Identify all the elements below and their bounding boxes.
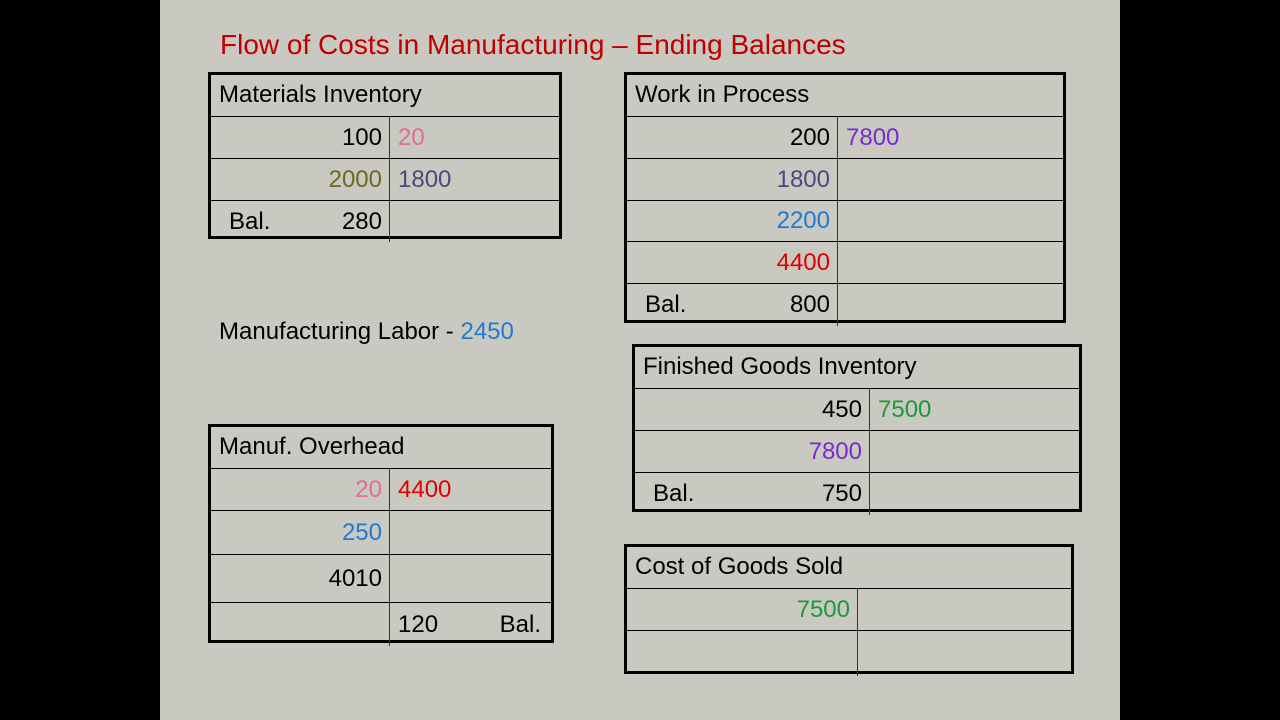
t-divider	[869, 473, 870, 515]
t-divider	[389, 603, 390, 646]
t-divider	[857, 589, 858, 630]
t-divider	[837, 117, 838, 158]
account-title: Finished Goods Inventory	[635, 347, 1079, 389]
t-divider	[869, 389, 870, 430]
account-row: Bal. 800	[627, 284, 1063, 326]
t-divider	[857, 631, 858, 676]
debit-amount: 800	[789, 291, 830, 318]
account-row: 250	[211, 511, 551, 555]
debit-amount: 1800	[776, 165, 830, 193]
account-row: 4400	[627, 242, 1063, 284]
account-row: 20 4400	[211, 469, 551, 511]
account-row: 2200	[627, 201, 1063, 242]
debit-amount: 250	[341, 518, 382, 546]
account-row: 4010	[211, 555, 551, 603]
debit-amount: 4400	[776, 248, 830, 276]
account-row: 100 20	[211, 117, 559, 159]
credit-amount: 120	[398, 610, 439, 638]
t-divider	[389, 469, 390, 510]
balance-label: Bal.	[653, 480, 695, 507]
account-title: Work in Process	[627, 75, 1063, 117]
balance-label: Bal.	[499, 610, 541, 638]
account-row: 2000 1800	[211, 159, 559, 201]
account-row: 7500	[627, 589, 1071, 631]
t-divider	[837, 242, 838, 283]
finished-goods-inventory-t-account: Finished Goods Inventory 450 7500 7800 Bal. 7…	[632, 344, 1082, 515]
debit-amount: 2000	[328, 165, 382, 193]
t-divider	[389, 511, 390, 554]
debit-amount: 2200	[776, 207, 830, 234]
credit-amount: 4400	[398, 475, 452, 503]
materials-inventory-t-account: Materials Inventory 100 20 2000 1800 Bal. 280	[208, 72, 562, 242]
slide	[160, 0, 1120, 720]
account-row: 1800	[627, 159, 1063, 201]
debit-amount: 4010	[328, 564, 382, 592]
account-row: Bal. 280	[211, 201, 559, 242]
cost-of-goods-sold-t-account: Cost of Goods Sold 7500	[624, 544, 1074, 676]
account-row: 120 Bal.	[211, 603, 551, 646]
account-row: 450 7500	[635, 389, 1079, 431]
account-row: Bal. 750	[635, 473, 1079, 515]
credit-amount: 1800	[398, 165, 452, 193]
t-divider	[837, 159, 838, 200]
t-divider	[837, 284, 838, 326]
debit-amount: 200	[789, 123, 830, 151]
slide-title: Flow of Costs in Manufacturing – Ending …	[220, 29, 846, 60]
t-divider	[389, 117, 390, 158]
account-title: Materials Inventory	[211, 75, 559, 117]
labor-label: Manufacturing Labor -	[219, 318, 461, 345]
debit-amount: 7800	[808, 437, 862, 465]
t-divider	[837, 201, 838, 241]
balance-label: Bal.	[645, 291, 687, 318]
balance-label: Bal.	[229, 207, 271, 235]
account-title: Cost of Goods Sold	[627, 547, 1071, 589]
credit-amount: 20	[398, 123, 425, 151]
account-row: 200 7800	[627, 117, 1063, 159]
credit-amount: 7500	[878, 395, 932, 423]
account-title: Manuf. Overhead	[211, 427, 551, 469]
debit-amount: 7500	[796, 595, 850, 623]
credit-amount: 7800	[846, 123, 900, 151]
t-divider	[389, 201, 390, 242]
account-row: 7800	[635, 431, 1079, 473]
t-divider	[869, 431, 870, 472]
debit-amount: 450	[821, 395, 862, 423]
debit-amount: 750	[821, 480, 862, 507]
manufacturing-labor: Manufacturing Labor - 2450	[219, 318, 514, 346]
debit-amount: 20	[355, 475, 382, 503]
account-row	[627, 631, 1071, 676]
manufacturing-overhead-t-account: Manuf. Overhead 20 4400 250 4010 120 Bal.	[208, 424, 554, 646]
t-divider	[389, 159, 390, 200]
t-divider	[389, 555, 390, 602]
debit-amount: 280	[341, 207, 382, 235]
debit-amount: 100	[341, 123, 382, 151]
work-in-process-t-account: Work in Process 200 7800 1800 2200 4400 Bal. 80…	[624, 72, 1066, 326]
labor-value: 2450	[460, 318, 514, 345]
